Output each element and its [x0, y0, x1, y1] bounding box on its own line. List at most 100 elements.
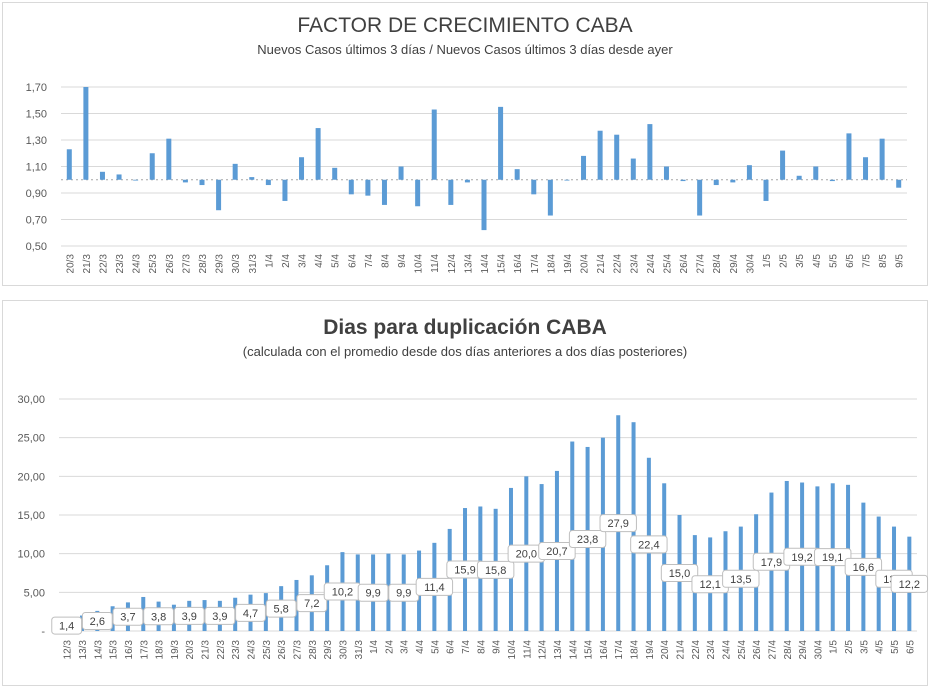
x-tick-label: 5/4 [430, 640, 441, 654]
data-label: 27,9 [608, 518, 629, 530]
x-tick-label: 21/3 [82, 254, 93, 274]
bar [730, 179, 736, 183]
data-label-box [143, 607, 174, 626]
x-tick-label: 20/4 [660, 640, 671, 660]
data-label: 15,0 [669, 568, 690, 580]
x-tick-label: 20/3 [185, 640, 196, 660]
data-label-box [265, 599, 297, 618]
x-tick-label: 30/3 [338, 640, 349, 660]
data-label: 3,7 [120, 612, 135, 624]
bar [896, 179, 902, 188]
data-label-box [722, 569, 760, 588]
data-label: 12,1 [699, 579, 720, 591]
x-tick-label: 1/4 [264, 254, 275, 268]
data-label: 17,9 [761, 557, 782, 569]
x-tick-label: 7/4 [461, 640, 472, 654]
bar [879, 138, 885, 180]
x-tick-label: 22/4 [691, 640, 702, 660]
bar [514, 169, 520, 180]
data-label-box [112, 607, 144, 626]
x-tick-label: 18/3 [155, 640, 166, 660]
bar [713, 179, 719, 186]
bar [663, 166, 669, 180]
x-tick-label: 28/4 [712, 254, 723, 274]
y-tick-label: - [41, 626, 45, 638]
bar [265, 179, 271, 186]
data-label: 2,6 [90, 616, 105, 628]
x-tick-label: 21/3 [201, 640, 212, 660]
bar [581, 155, 587, 180]
x-tick-label: 19/3 [170, 640, 181, 660]
x-tick-label: 23/4 [706, 640, 717, 660]
x-tick-label: 31/3 [248, 254, 259, 274]
x-tick-label: 25/4 [662, 254, 673, 274]
x-tick-label: 22/3 [216, 640, 227, 660]
bar [746, 165, 752, 180]
y-tick-label: 0,70 [26, 215, 47, 227]
bar [216, 179, 222, 211]
x-tick-label: 3/4 [298, 254, 309, 268]
data-label-box [415, 577, 454, 596]
x-tick-label: 3/5 [795, 254, 806, 268]
x-tick-label: 26/3 [277, 640, 288, 660]
x-tick-label: 2/5 [844, 640, 855, 654]
data-label: 9,9 [365, 588, 380, 600]
data-label: 15,9 [454, 565, 475, 577]
bar [398, 166, 404, 180]
x-tick-label: 24/4 [721, 640, 732, 660]
bar [680, 179, 686, 182]
bar [315, 128, 321, 180]
x-tick-label: 21/4 [596, 254, 607, 274]
y-tick-label: 1,30 [26, 135, 47, 147]
x-tick-label: 27/3 [181, 254, 192, 274]
x-tick-label: 13/4 [463, 254, 474, 274]
x-tick-label: 6/5 [905, 640, 916, 654]
x-tick-label: 8/5 [878, 254, 889, 268]
y-tick-label: 0,50 [26, 241, 47, 253]
bar [813, 166, 819, 180]
x-tick-label: 4/4 [415, 640, 426, 654]
data-label: 5,8 [274, 604, 289, 616]
x-tick-label: 8/4 [476, 640, 487, 654]
bar [697, 179, 703, 216]
data-label: 11,4 [424, 582, 445, 594]
x-tick-label: 5/5 [890, 640, 901, 654]
bar [662, 483, 667, 631]
x-tick-label: 26/4 [752, 640, 763, 660]
x-tick-label: 4/5 [812, 254, 823, 268]
data-label-box [173, 606, 205, 625]
bar [647, 124, 653, 180]
y-tick-label: 1,70 [26, 82, 47, 94]
bar [149, 153, 155, 180]
bar [863, 157, 869, 180]
y-tick-label: 25,00 [17, 433, 45, 445]
bar [431, 109, 437, 180]
bar [498, 106, 504, 180]
x-tick-label: 9/5 [895, 254, 906, 268]
x-tick-label: 24/4 [646, 254, 657, 274]
data-label-box [538, 541, 576, 560]
data-label-box [235, 603, 266, 622]
data-label: 23,8 [577, 534, 598, 546]
x-tick-label: 25/3 [148, 254, 159, 274]
bar [564, 179, 570, 181]
y-tick-label: 15,00 [17, 510, 45, 522]
x-tick-label: 16/3 [124, 640, 135, 660]
data-label: 15,8 [485, 565, 506, 577]
x-tick-label: 10/4 [507, 640, 518, 660]
x-tick-label: 29/3 [215, 254, 226, 274]
chart-title: Dias para duplicación CABA [323, 316, 607, 339]
data-label: 16,6 [853, 562, 874, 574]
x-tick-label: 21/4 [676, 640, 687, 660]
x-tick-label: 7/5 [862, 254, 873, 268]
data-label: 3,9 [182, 611, 197, 623]
data-label-box [51, 616, 83, 635]
data-label: 10,2 [332, 587, 353, 599]
bar [763, 179, 769, 201]
x-tick-label: 11/4 [430, 254, 441, 273]
x-tick-label: 30/4 [745, 254, 756, 274]
bar [182, 179, 188, 183]
bar [547, 179, 553, 216]
bar [829, 179, 835, 182]
data-label-box [81, 611, 113, 630]
